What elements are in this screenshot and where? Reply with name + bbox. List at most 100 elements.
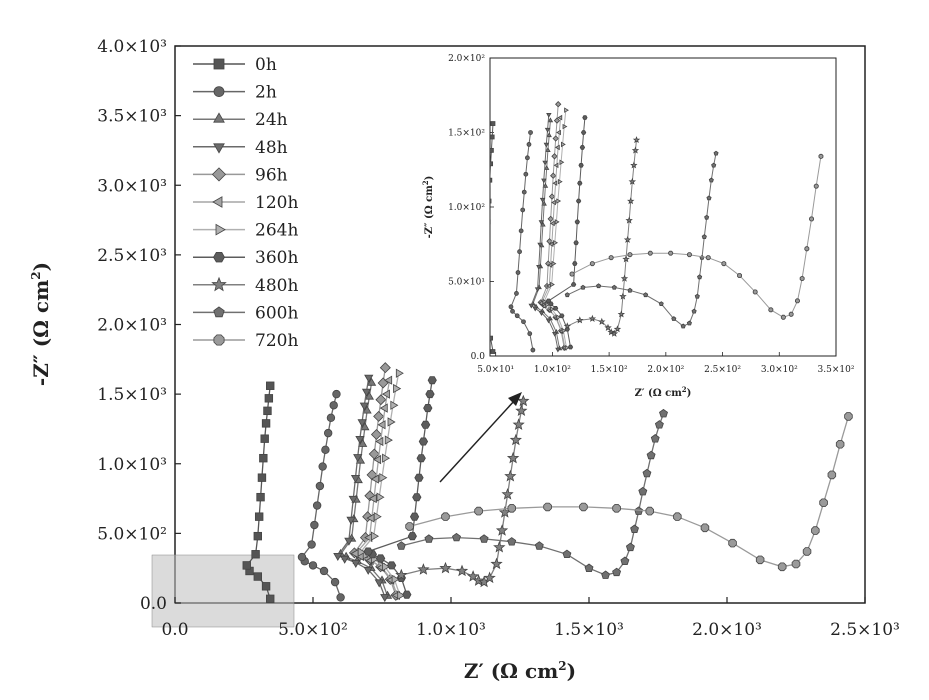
inset-data-point: [542, 298, 548, 305]
inset-series-line: [532, 120, 560, 349]
data-point: [370, 474, 379, 484]
data-point: [811, 526, 820, 535]
inset-data-point: [630, 161, 638, 169]
data-point: [330, 577, 340, 587]
inset-data-point: [580, 130, 587, 135]
inset-data-point: [541, 200, 547, 206]
data-point: [254, 512, 264, 521]
data-point: [495, 524, 509, 536]
data-point: [373, 454, 382, 465]
inset-data-point: [809, 216, 814, 222]
inset-x-tick-label: 2.5×10²: [704, 365, 741, 375]
inset-data-point: [521, 319, 526, 325]
inset-y-tick-label: 5.0×10¹: [448, 278, 485, 288]
data-point: [261, 582, 271, 591]
legend-marker: [213, 251, 225, 263]
inset-data-point: [483, 302, 487, 306]
inset-y-tick-label: 1.0×10²: [448, 203, 485, 213]
legend-label: 720h: [255, 331, 298, 351]
data-point: [329, 401, 338, 410]
inset-data-point: [804, 246, 810, 252]
data-point: [382, 453, 391, 463]
inset-series-line: [540, 117, 566, 348]
inset-data-point: [788, 311, 794, 317]
y-tick-label: 3.0×10³: [97, 176, 167, 196]
inset-data-point: [604, 323, 612, 331]
inset-data-point: [550, 306, 555, 312]
data-point: [402, 590, 412, 599]
legend-marker: [212, 196, 223, 208]
y-axis-title: -Z″ (Ω cm2): [29, 262, 53, 386]
inset-data-point: [625, 216, 633, 224]
data-point: [360, 422, 370, 431]
data-point: [802, 547, 812, 556]
data-point: [297, 552, 307, 562]
data-point: [474, 506, 483, 516]
data-point: [646, 450, 656, 460]
data-point: [509, 433, 522, 446]
inset-data-point: [564, 107, 570, 113]
data-point: [373, 512, 382, 522]
legend-label: 480h: [255, 276, 298, 296]
inset-data-point: [545, 298, 552, 304]
inset-x-tick-label: 1.0×10²: [534, 365, 571, 375]
inset-series-line: [567, 153, 717, 327]
inset-data-point: [490, 177, 493, 183]
inset-data-point: [622, 255, 630, 263]
data-point: [363, 547, 373, 556]
inset-data-point: [562, 123, 568, 130]
data-point: [405, 522, 414, 531]
inset-data-point: [752, 289, 758, 295]
data-point: [319, 566, 329, 576]
inset-data-point: [694, 293, 700, 299]
data-point: [393, 383, 402, 394]
series-0h: [242, 381, 275, 604]
data-point: [362, 405, 372, 414]
data-point: [333, 553, 343, 561]
series-line: [354, 380, 398, 596]
series-48h: [333, 374, 390, 603]
legend-label: 120h: [255, 193, 298, 213]
legend-marker: [213, 112, 225, 123]
x-axis-title: Z′ (Ω cm2): [464, 659, 576, 683]
inset-chart: 5.0×10¹ 1.0×10² 1.5×10² 2.0×10² 2.5×10² 3.0×1…: [421, 54, 855, 399]
data-point: [427, 376, 437, 385]
data-point: [257, 473, 267, 482]
inset-series-264h: [542, 107, 570, 351]
legend-marker: [213, 58, 225, 70]
data-point: [396, 541, 406, 550]
inset-data-point: [705, 255, 711, 261]
inset-data-point: [545, 318, 552, 324]
data-point: [310, 520, 319, 530]
inset-data-point: [768, 307, 774, 313]
data-point: [363, 566, 373, 575]
inset-data-point: [706, 195, 712, 201]
inset-data-point: [561, 327, 567, 334]
data-point: [266, 381, 275, 390]
data-point: [364, 374, 374, 383]
inset-data-point: [632, 136, 641, 144]
inset-data-point: [490, 219, 491, 225]
inset-data-point: [567, 344, 574, 350]
data-point: [412, 493, 422, 502]
inset-series-720h: [569, 153, 824, 320]
data-point: [261, 419, 271, 428]
inset-data-point: [551, 199, 556, 206]
inset-data-point: [658, 301, 664, 307]
zoom-region: [151, 554, 295, 628]
inset-data-point: [525, 155, 530, 161]
data-point: [601, 570, 610, 579]
inset-data-point: [704, 214, 710, 220]
inset-series-line: [530, 114, 559, 350]
inset-data-point: [548, 193, 556, 200]
x-tick-label: 5.0×10²: [278, 620, 348, 640]
data-point: [351, 559, 361, 569]
series-264h: [357, 368, 406, 600]
inset-x-title: Z′ (Ω cm2): [635, 385, 692, 399]
series-360h: [363, 376, 437, 599]
y-tick-label: 1.5×10³: [97, 385, 167, 405]
data-point: [423, 403, 433, 413]
inset-data-point: [541, 178, 547, 184]
data-point: [579, 502, 588, 512]
inset-data-point: [620, 274, 629, 282]
